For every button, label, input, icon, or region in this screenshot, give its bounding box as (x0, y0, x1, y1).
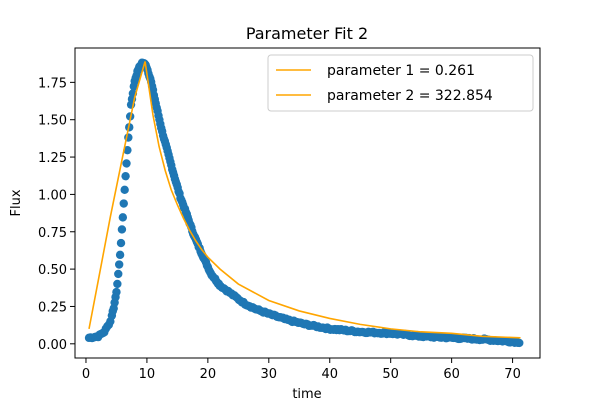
x-tick-label: 0 (82, 367, 90, 382)
data-point (113, 279, 122, 289)
legend-box (267, 54, 534, 112)
x-axis-label: time (292, 387, 321, 400)
y-tick-label: 0.75 (38, 226, 67, 241)
data-point (119, 199, 128, 208)
data-point (115, 250, 125, 260)
fit-line (88, 61, 521, 339)
y-axis: 0.00 0.25 0.50 0.75 1.00 1.25 1.50 1.75 (38, 76, 75, 353)
axes-frame (74, 47, 541, 359)
data-point (118, 213, 128, 222)
y-tick-label: 1.75 (38, 76, 67, 91)
data-point (117, 225, 127, 234)
y-tick-label: 1.00 (38, 188, 67, 203)
data-point (114, 269, 123, 279)
x-tick-label: 50 (382, 367, 399, 382)
x-tick-label: 20 (200, 367, 217, 382)
data-point (112, 287, 121, 297)
x-tick-label: 40 (321, 367, 338, 382)
x-tick-label: 70 (504, 367, 521, 382)
y-tick-label: 0.50 (38, 263, 67, 278)
data-point (116, 238, 126, 248)
legend-entry-1: parameter 1 = 0.261 (327, 63, 475, 79)
x-tick-label: 60 (443, 367, 460, 382)
y-tick-label: 0.00 (38, 338, 67, 353)
data-point (114, 260, 124, 269)
y-axis-label: Flux (9, 189, 24, 216)
data-point (120, 185, 129, 195)
x-axis: 0 10 20 30 40 50 60 70 (82, 358, 521, 382)
x-tick-label: 30 (261, 367, 278, 382)
data-point (123, 145, 132, 155)
data-point (122, 159, 131, 168)
y-tick-label: 1.25 (38, 151, 67, 166)
chart-title: Parameter Fit 2 (246, 24, 368, 43)
data-point (515, 338, 524, 348)
y-tick-label: 0.25 (38, 300, 67, 315)
legend: parameter 1 = 0.261 parameter 2 = 322.85… (267, 54, 534, 112)
y-tick-label: 1.50 (38, 114, 67, 129)
legend-entry-2: parameter 2 = 322.854 (327, 88, 493, 104)
data-point (121, 171, 130, 181)
plot-area (84, 58, 524, 348)
x-tick-label: 10 (139, 367, 156, 382)
